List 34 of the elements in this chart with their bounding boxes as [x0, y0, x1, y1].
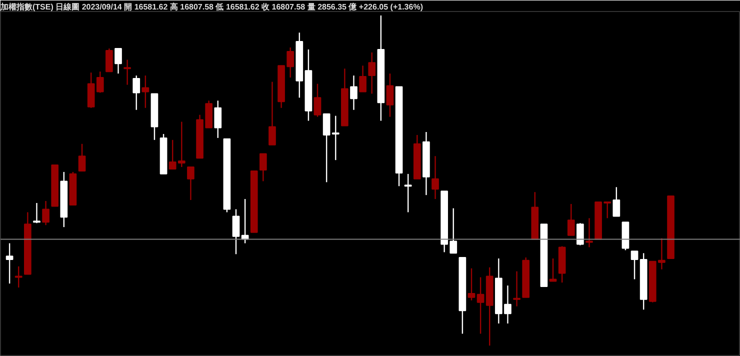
- candlestick: [332, 115, 340, 161]
- candlestick: [468, 268, 476, 301]
- candlestick: [314, 83, 322, 118]
- candlestick: [404, 173, 412, 213]
- candlestick: [232, 208, 240, 255]
- candlestick: [322, 113, 330, 183]
- candlestick: [549, 258, 557, 282]
- candlestick: [42, 200, 50, 226]
- candlestick: [476, 276, 484, 334]
- candlestick: [33, 202, 40, 224]
- candlestick: [612, 186, 620, 217]
- candlestick: [187, 166, 194, 201]
- candlestick: [114, 48, 122, 74]
- candlestick: [567, 203, 575, 236]
- candlestick: [513, 270, 520, 307]
- candlestick: [6, 242, 14, 284]
- candlestick: [124, 59, 131, 86]
- candlestick: [132, 74, 140, 110]
- candlestick: [586, 218, 593, 248]
- candlestick: [386, 72, 394, 118]
- candlestick: [630, 250, 638, 280]
- chart-title: 加權指數(TSE) 日線圖 2023/09/14 開 16581.62 高 16807.58 低 16581.62 收 16807.58 量 2856.35 億 +226.05 (+1.36%): [0, 2, 424, 12]
- candlestick: [432, 156, 439, 200]
- candlestick: [260, 153, 267, 182]
- candlestick: [78, 143, 86, 172]
- candlestick: [14, 266, 22, 288]
- candlestick: [368, 52, 376, 94]
- candlestick: [87, 72, 95, 108]
- candlestick: [214, 100, 222, 139]
- candlestick: [350, 74, 358, 110]
- candlestick: [268, 81, 276, 146]
- candlestick: [359, 65, 366, 92]
- candlestick: [106, 48, 113, 72]
- candlestick: [96, 70, 104, 94]
